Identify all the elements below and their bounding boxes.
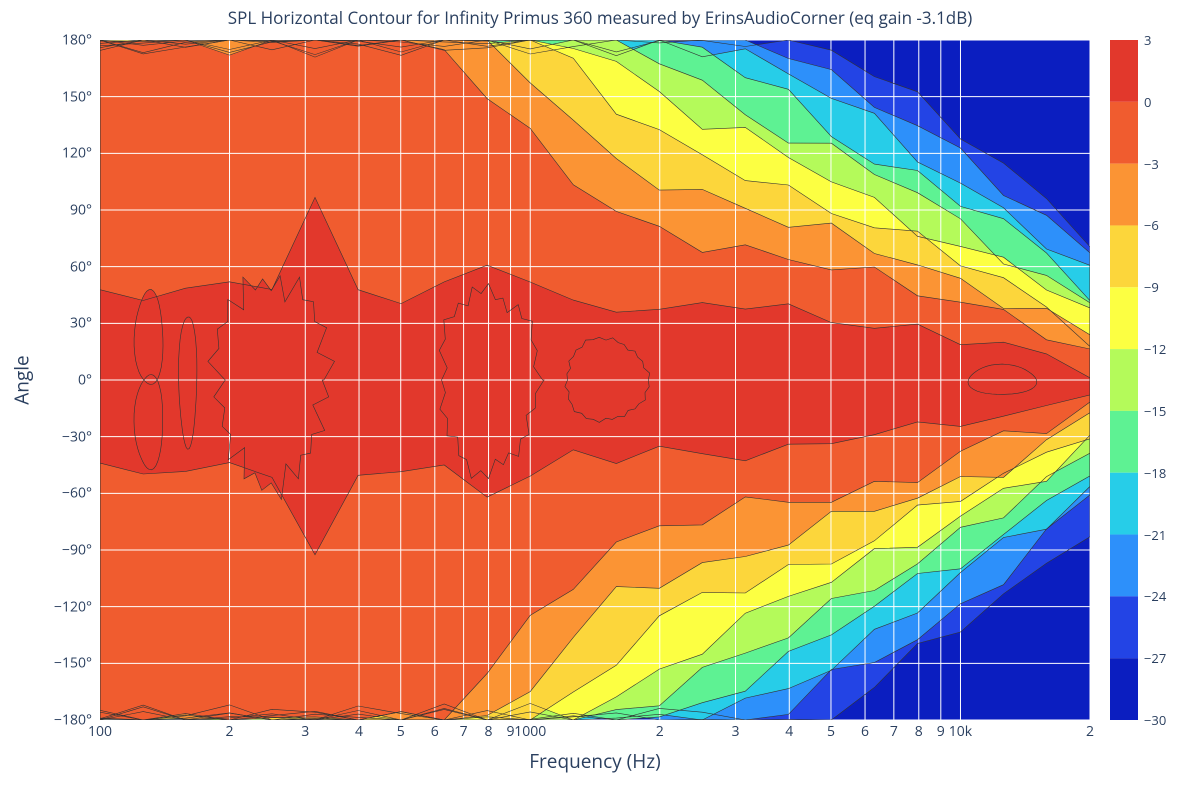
x-tick: 4 [355,722,363,741]
x-tick: 7 [890,722,898,741]
x-tick: 8 [485,722,493,741]
x-tick: 6 [431,722,439,741]
x-tick: 5 [827,722,835,741]
y-tick: −150° [54,654,92,673]
x-tick: 10k [949,722,972,741]
x-tick: 9 [937,722,945,741]
colorbar-tick: −30 [1144,711,1166,729]
x-tick: 8 [915,722,923,741]
y-tick: −90° [62,541,92,560]
y-tick: −120° [54,597,92,616]
colorbar-tick: 3 [1144,31,1151,49]
x-tick: 6 [861,722,869,741]
x-tick: 3 [732,722,740,741]
y-tick: 150° [62,87,92,106]
x-axis-label: Frequency (Hz) [100,748,1090,774]
figure: SPL Horizontal Contour for Infinity Prim… [0,0,1200,800]
colorbar-tick: −21 [1144,526,1166,544]
x-tick: 2 [656,722,664,741]
y-tick: 120° [62,144,92,163]
x-tick: 5 [397,722,405,741]
y-tick: 90° [70,201,92,220]
chart-title: SPL Horizontal Contour for Infinity Prim… [0,6,1200,29]
colorbar: 30−3−6−9−12−15−18−21−24−27−30 [1110,40,1138,720]
contour-svg [100,40,1090,720]
colorbar-tick: −24 [1144,587,1166,605]
colorbar-tick: 0 [1144,93,1151,111]
y-tick: −60° [62,484,92,503]
x-tick: 2 [226,722,234,741]
y-tick: 30° [70,314,92,333]
plot-area [100,40,1090,720]
y-tick: −180° [54,711,92,730]
x-tick: 4 [785,722,793,741]
x-tick: 3 [301,722,309,741]
colorbar-tick: −6 [1144,216,1159,234]
colorbar-tick: −27 [1144,649,1166,667]
x-tick: 2 [1086,722,1094,741]
colorbar-tick: −18 [1144,464,1166,482]
colorbar-tick: −12 [1144,340,1166,358]
colorbar-tick: −15 [1144,402,1166,420]
x-tick: 7 [460,722,468,741]
y-axis: 180°150°120°90°60°30°0°−30°−60°−90°−120°… [0,40,100,720]
colorbar-tick: −9 [1144,278,1159,296]
y-tick: −30° [62,427,92,446]
y-tick: 60° [70,257,92,276]
colorbar-tick: −3 [1144,155,1159,173]
y-tick: 0° [78,371,92,390]
x-tick: 100 [88,722,112,741]
colorbar-svg [1110,40,1138,720]
y-tick: 180° [62,31,92,50]
x-tick: 1000 [514,722,546,741]
